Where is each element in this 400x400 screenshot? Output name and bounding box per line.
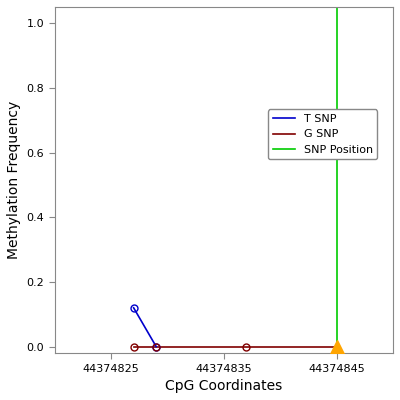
Legend: T SNP, G SNP, SNP Position: T SNP, G SNP, SNP Position <box>268 110 377 160</box>
X-axis label: CpG Coordinates: CpG Coordinates <box>165 379 282 393</box>
Y-axis label: Methylation Frequency: Methylation Frequency <box>7 101 21 259</box>
